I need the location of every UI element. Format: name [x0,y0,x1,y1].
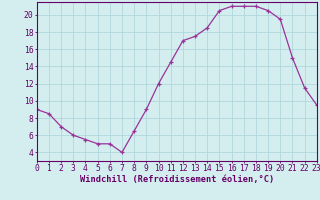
X-axis label: Windchill (Refroidissement éolien,°C): Windchill (Refroidissement éolien,°C) [80,175,274,184]
